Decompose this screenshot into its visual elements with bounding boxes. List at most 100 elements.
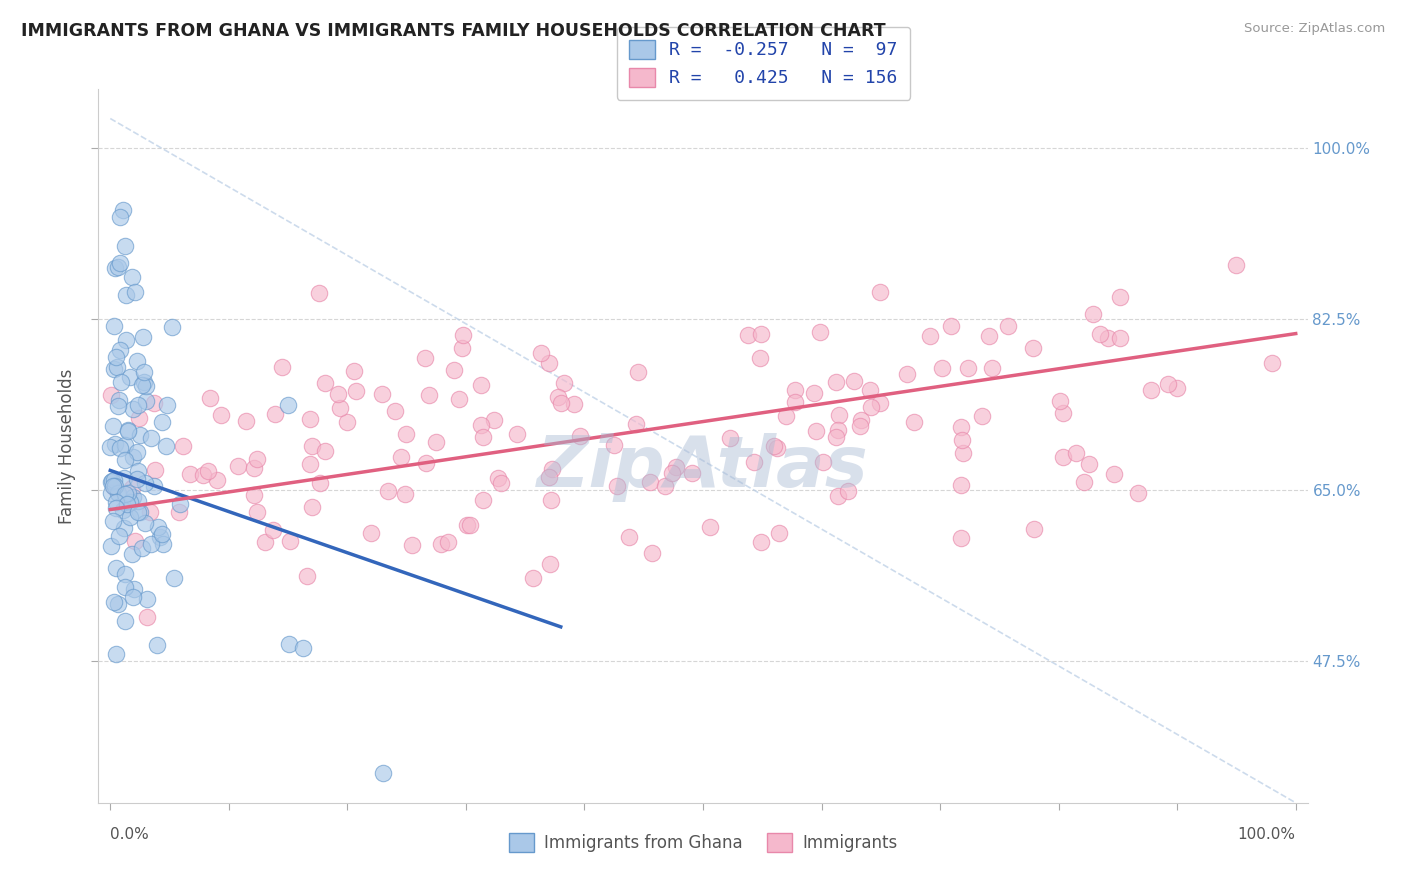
Point [127,505,149,519]
Point [540,461,562,475]
Point [104,500,127,515]
Point [209,408,232,422]
Point [918,328,941,343]
Point [100,440,122,454]
Point [101,474,124,488]
Point [112,471,135,485]
Point [314,376,336,391]
Point [804,424,827,438]
Point [1022,342,1045,356]
Point [997,319,1019,334]
Point [748,351,770,365]
Legend: Immigrants from Ghana, Immigrants: Immigrants from Ghana, Immigrants [502,827,904,859]
Point [121,270,143,285]
Point [1102,467,1125,481]
Point [114,487,136,501]
Point [540,493,562,508]
Point [436,535,458,549]
Point [1052,406,1074,420]
Point [1083,307,1105,321]
Point [179,467,201,482]
Point [1166,381,1188,395]
Point [737,328,759,343]
Point [107,400,129,414]
Point [146,638,169,652]
Point [101,418,124,433]
Point [418,388,440,402]
Point [108,343,131,358]
Point [110,375,132,389]
Point [1078,457,1101,471]
Point [104,561,127,575]
Point [104,647,127,661]
Point [104,437,127,451]
Point [103,595,125,609]
Point [127,465,149,479]
Point [235,414,257,428]
Point [825,375,848,389]
Point [134,475,156,490]
Point [449,392,471,407]
Point [1157,377,1180,392]
Point [458,517,481,532]
Point [143,479,166,493]
Point [132,375,155,389]
Point [134,516,156,531]
Point [107,392,129,407]
Point [107,486,129,500]
Point [413,351,436,366]
Text: 100.0%: 100.0% [1237,827,1296,842]
Point [205,473,228,487]
Point [127,398,149,412]
Point [661,466,683,480]
Point [825,430,848,444]
Point [150,415,173,429]
Point [253,534,276,549]
Point [699,520,721,534]
Point [100,387,122,401]
Point [155,439,177,453]
Point [197,464,219,478]
Point [245,451,267,466]
Point [246,505,269,519]
Point [425,435,447,450]
Point [292,640,315,655]
Point [766,442,789,456]
Point [950,420,973,434]
Point [101,479,124,493]
Point [371,386,394,401]
Point [125,472,148,486]
Point [751,327,773,342]
Point [103,362,125,376]
Point [1097,331,1119,345]
Point [377,483,399,498]
Point [108,210,131,224]
Point [1049,393,1071,408]
Y-axis label: Family Households: Family Households [58,368,76,524]
Point [150,527,173,541]
Point [139,431,162,445]
Point [301,500,323,514]
Point [1066,446,1088,460]
Point [172,439,194,453]
Point [112,203,135,218]
Point [139,536,162,550]
Point [243,461,266,475]
Point [939,319,962,334]
Point [451,327,474,342]
Point [977,329,1000,343]
Point [143,463,166,477]
Point [980,360,1002,375]
Point [163,571,186,585]
Point [638,475,661,490]
Point [128,505,150,519]
Point [264,407,287,421]
Point [121,590,143,604]
Point [132,365,155,379]
Point [149,530,172,544]
Point [117,424,139,438]
Point [482,412,505,426]
Point [329,401,352,416]
Point [100,485,122,500]
Point [443,363,465,377]
